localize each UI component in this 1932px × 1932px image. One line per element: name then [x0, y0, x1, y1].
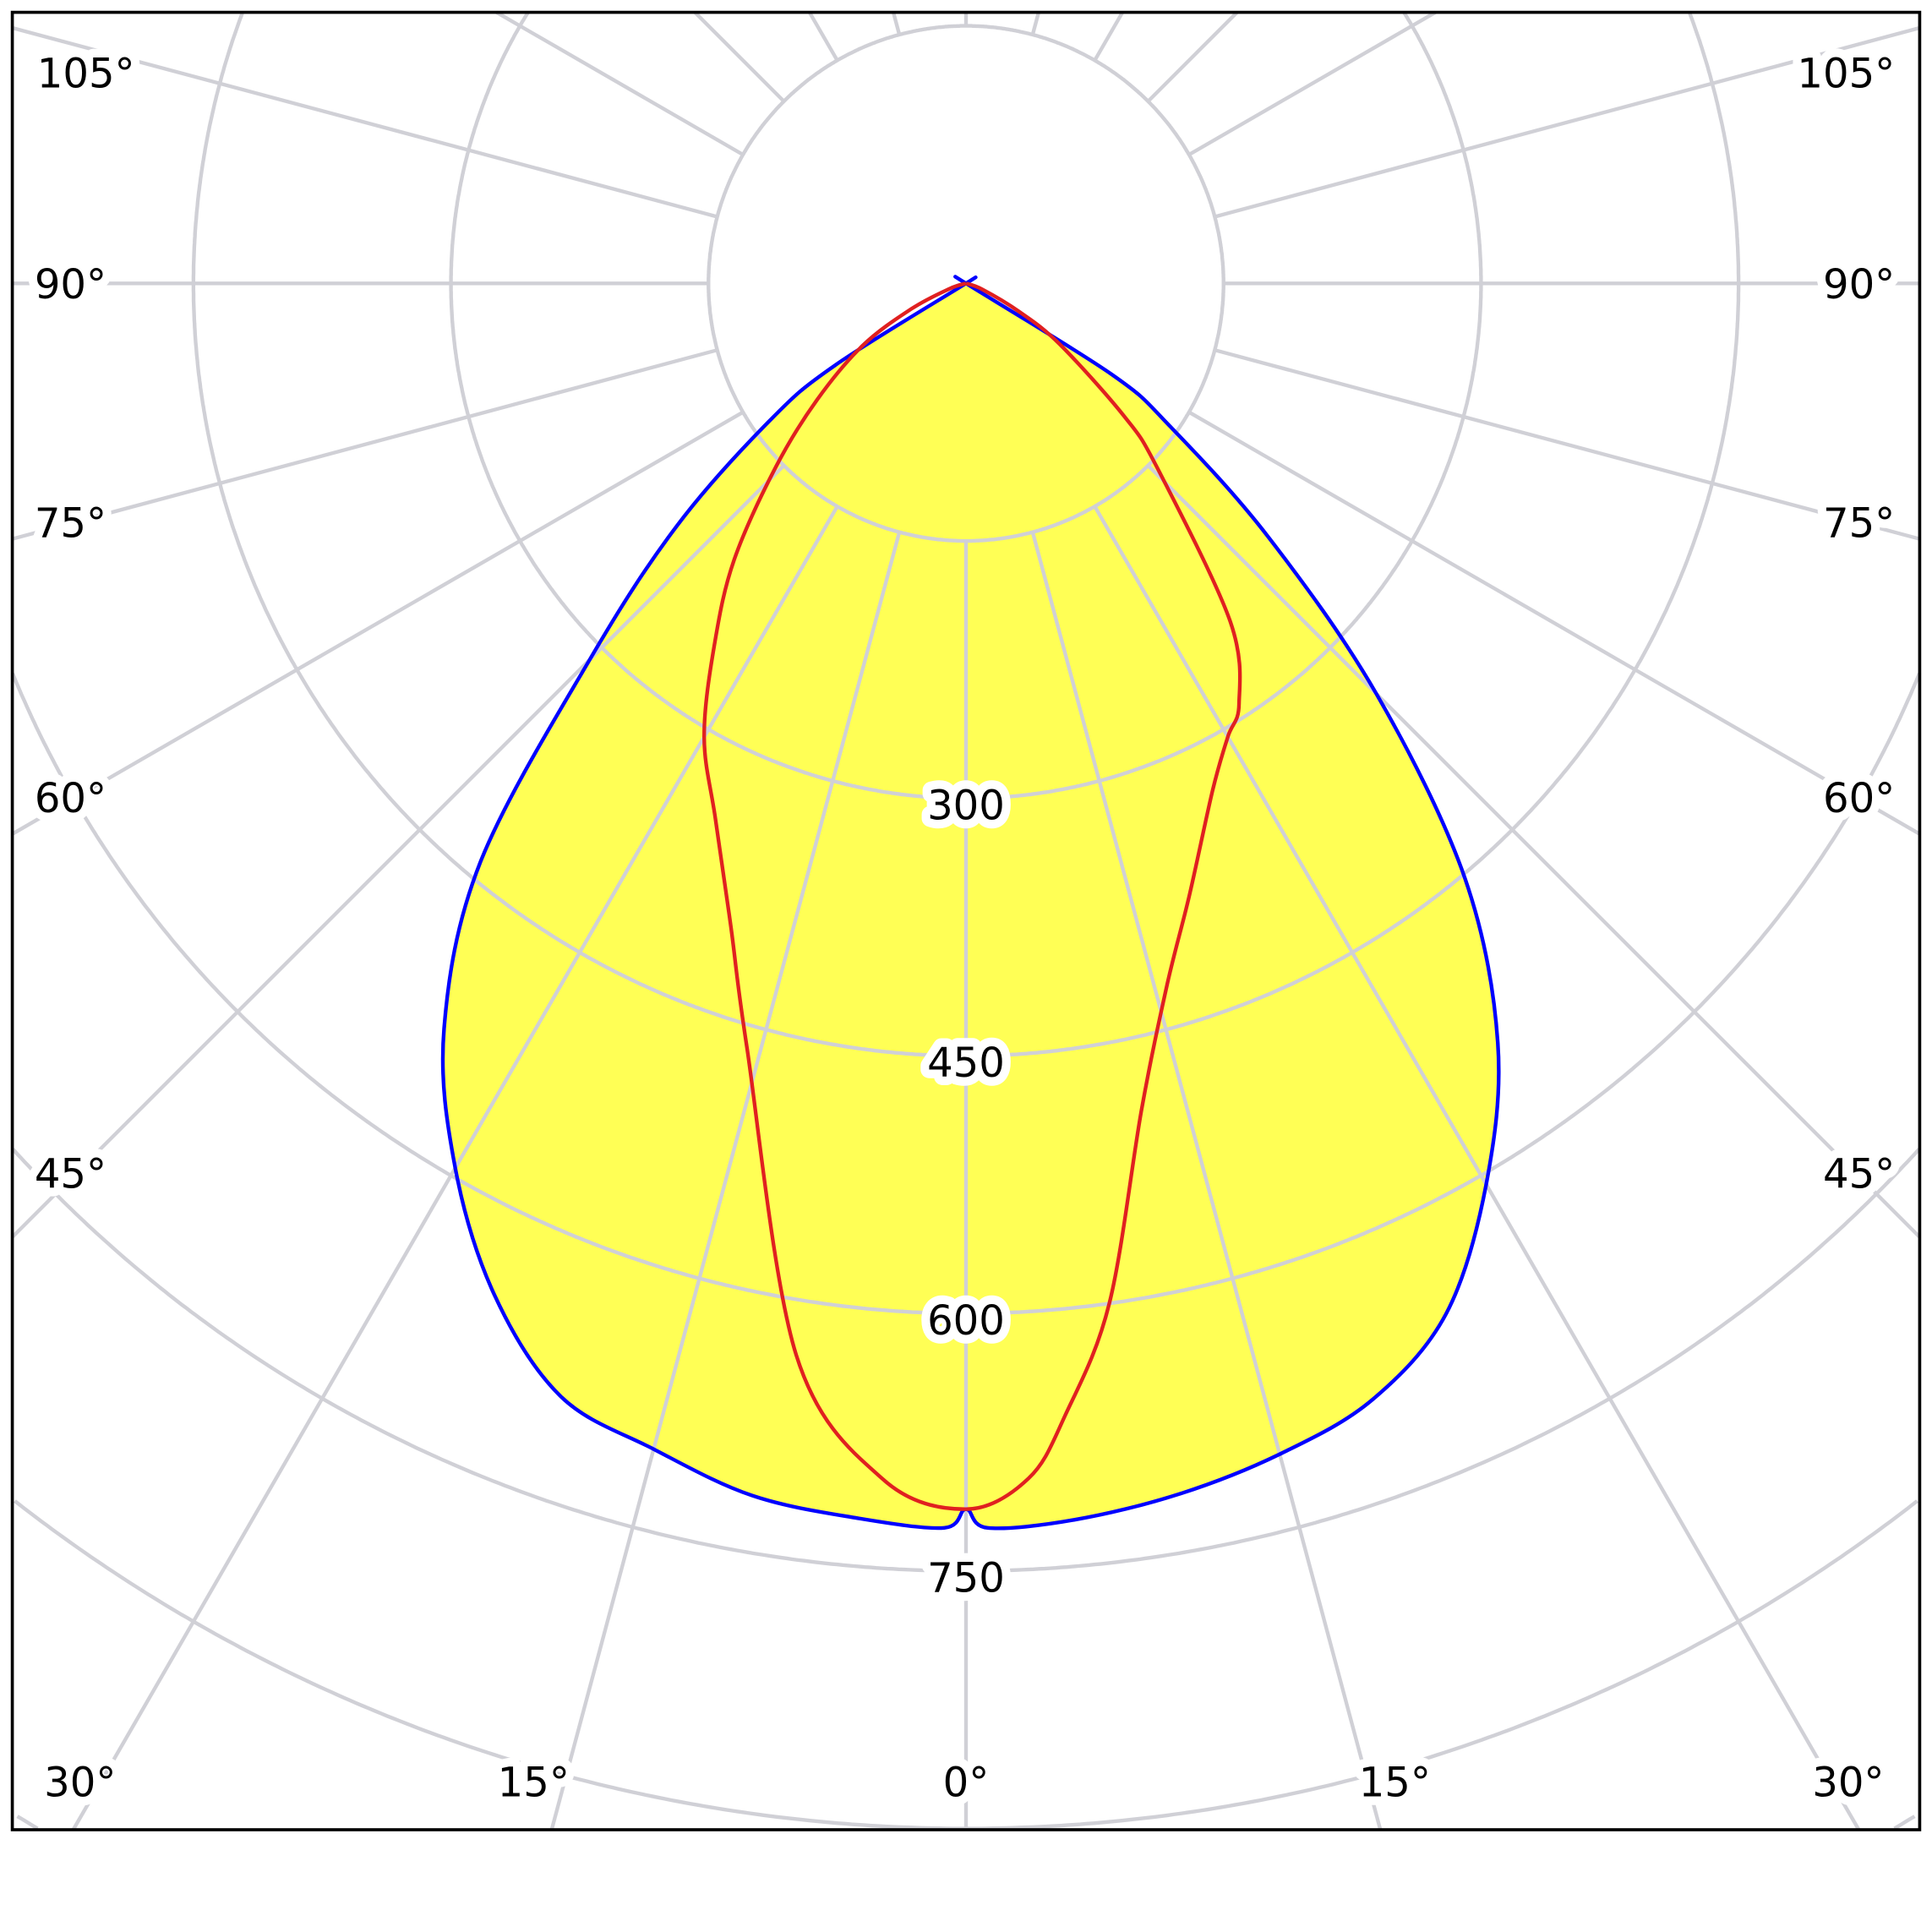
grid-spoke — [1030, 532, 1383, 1831]
curves — [440, 275, 1501, 1531]
ring-label-600: 600 — [927, 1297, 1005, 1345]
grid-ring — [10, 673, 1922, 1316]
angle-label-right-60: 60° — [1823, 775, 1895, 822]
angle-label-left-45: 45° — [35, 1150, 106, 1198]
series-fill-C0-C180 — [442, 276, 1499, 1529]
polar-grid — [10, 10, 1922, 1831]
grid-spoke — [12, 348, 718, 541]
angle-label-right-90: 90° — [1823, 261, 1895, 308]
grid-ring — [16, 1815, 1916, 1831]
angle-label-bottom-0: 0° — [943, 1760, 990, 1807]
angle-label-bottom-15-left: 15° — [498, 1760, 570, 1807]
angle-label-left-105: 105° — [37, 51, 135, 98]
angle-label-bottom-15-right: 15° — [1359, 1760, 1431, 1807]
fill-layer — [442, 276, 1499, 1529]
grid-spoke — [1214, 25, 1920, 219]
angle-label-right-105: 105° — [1797, 51, 1895, 98]
grid-spoke — [1146, 11, 1239, 103]
grid-spoke — [495, 10, 745, 156]
ring-label-300: 300 — [927, 783, 1005, 830]
ring-label-450: 450 — [927, 1040, 1005, 1087]
grid-spoke — [12, 25, 718, 219]
angle-label-left-90: 90° — [35, 261, 106, 308]
angle-label-left-60: 60° — [35, 775, 106, 822]
grid-spoke — [693, 11, 786, 103]
angle-label-left-75: 75° — [35, 500, 106, 548]
grid-spoke — [1093, 11, 1125, 62]
ring-label-750: 750 — [927, 1555, 1005, 1602]
grid-spoke — [549, 532, 902, 1831]
grid-spoke — [11, 410, 745, 836]
grid-spoke — [1187, 10, 1437, 156]
grid-ring — [11, 1148, 1921, 1574]
angle-label-bottom-30-left: 30° — [44, 1760, 116, 1807]
angle-label-bottom-30-right: 30° — [1812, 1760, 1884, 1807]
angle-label-right-75: 75° — [1823, 500, 1895, 548]
series-line-C90-C270 — [702, 281, 1242, 1511]
grid-ring — [191, 12, 1741, 1058]
grid-spoke — [807, 11, 839, 62]
grid-spoke — [1093, 505, 1861, 1831]
grid-ring — [14, 1499, 1918, 1831]
grid-spoke — [1146, 464, 1921, 1239]
grid-spoke — [1030, 12, 1041, 35]
grid-spoke — [1214, 348, 1920, 541]
grid-ring — [449, 11, 1483, 800]
labels: 300 450 600 750 105° 90° 75° 60° 45° 105… — [26, 41, 1904, 1815]
grid-spoke — [1187, 410, 1921, 836]
grid-spoke — [891, 12, 902, 35]
grid-spoke — [11, 464, 786, 1239]
plot-frame — [10, 10, 1922, 1831]
angle-label-right-45: 45° — [1823, 1150, 1895, 1198]
